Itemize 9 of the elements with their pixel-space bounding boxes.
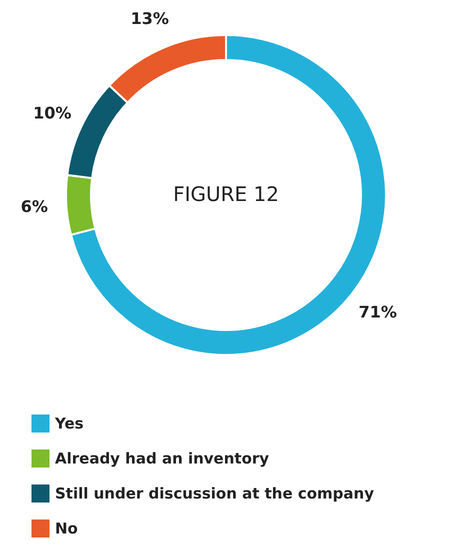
legend-label: No	[55, 520, 78, 538]
legend-label: Already had an inventory	[55, 450, 270, 468]
legend-label: Still under discussion at the company	[55, 484, 374, 502]
data-label: 13%	[130, 8, 169, 28]
data-label: 71%	[358, 302, 397, 322]
data-label: 10%	[33, 103, 72, 122]
text: FIGURE 12	[173, 182, 279, 206]
data-label: 6%	[20, 197, 48, 216]
legend-label: Yes	[54, 414, 84, 432]
